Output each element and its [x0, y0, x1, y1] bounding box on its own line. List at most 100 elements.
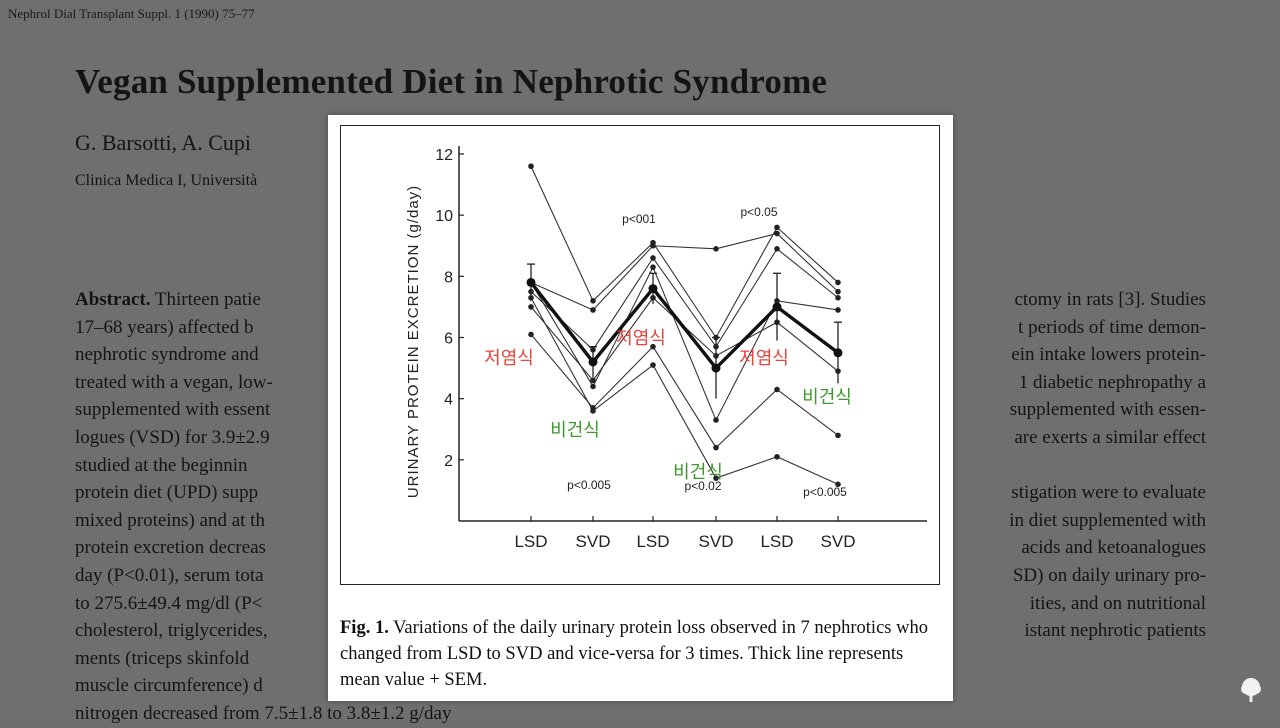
- abstract-left-text: muscle circumference) d: [75, 675, 263, 697]
- mean-point: [772, 302, 782, 312]
- abstract-left-text: cholesterol, triglycerides,: [75, 620, 268, 642]
- abstract-right-column: ctomy in rats [3]. Studies t periods of t…: [1009, 286, 1206, 645]
- abstract-right-line: ities, and on nutritional: [1029, 592, 1206, 614]
- low-protein-annotation: 저염식: [616, 328, 666, 348]
- data-point: [590, 408, 596, 414]
- mean-point: [526, 277, 536, 287]
- abstract-right-line: in diet supplemented with: [1009, 509, 1206, 531]
- abstract-left-line: cholesterol, triglycerides,: [75, 617, 451, 645]
- data-point: [713, 246, 719, 252]
- series-line: [530, 232, 839, 311]
- data-point: [590, 307, 596, 313]
- low-protein-annotation: 저염식: [739, 348, 789, 368]
- abstract-left-line: day (P<0.01), serum tota: [75, 562, 451, 590]
- data-point: [650, 264, 656, 270]
- data-point: [713, 417, 719, 423]
- data-point: [528, 163, 534, 170]
- data-point: [713, 475, 719, 481]
- low-protein-annotation: 저염식: [484, 348, 534, 368]
- data-point: [590, 377, 596, 384]
- mean-point: [833, 348, 843, 358]
- p-value-label: p<001: [622, 212, 656, 226]
- figure-frame: 2 4 6 8 10 12 LSD SVD LSD SVD LSD SVD URINARY PROTEI…: [340, 125, 940, 585]
- abstract-left-text: logues (VSD) for 3.9±2.9: [75, 426, 270, 448]
- abstract-right-line: SD) on daily urinary pro-: [1012, 564, 1206, 586]
- x-tick-label: SVD: [821, 532, 856, 551]
- abstract-right-line: acids and ketoanalogues: [1021, 537, 1206, 559]
- figure-card: 2 4 6 8 10 12 LSD SVD LSD SVD LSD SVD URINARY PROTEI…: [328, 115, 953, 701]
- abstract-left-text: nitrogen decreased from 7.5±1.8 to 3.8±1…: [75, 702, 452, 724]
- data-point: [774, 230, 780, 237]
- abstract-left-text: treated with a vegan, low-: [75, 371, 273, 393]
- data-point: [528, 331, 534, 338]
- abstract-left-text: 17–68 years) affected b: [75, 316, 254, 338]
- abstract-right-line: ctomy in rats [3]. Studies: [1014, 289, 1206, 310]
- abstract-left-text: mixed proteins) and at th: [75, 509, 265, 531]
- series-line: [530, 265, 839, 422]
- p-value-label: p<0.05: [740, 205, 777, 219]
- caption-text: Variations of the daily urinary protein …: [340, 618, 928, 690]
- data-point: [835, 288, 841, 295]
- abstract-left-line: studied at the beginnin: [75, 452, 451, 480]
- paper-authors: G. Barsotti, A. Cupi: [75, 130, 252, 155]
- journal-reference: Nephrol Dial Transplant Suppl. 1 (1990) …: [8, 6, 255, 21]
- x-tick-label: LSD: [760, 532, 793, 551]
- abstract-left-line: nephrotic syndrome and: [75, 341, 451, 369]
- x-tick-label: SVD: [576, 532, 611, 551]
- x-tick-label: LSD: [514, 532, 547, 551]
- caption-label: Fig. 1.: [340, 618, 389, 638]
- abstract-left-line: mixed proteins) and at th: [75, 507, 451, 535]
- data-point: [528, 304, 534, 310]
- y-tick-label: 12: [435, 147, 453, 164]
- abstract-left-line: protein excretion decreas: [75, 534, 451, 562]
- data-point: [835, 432, 841, 439]
- data-point: [835, 307, 841, 313]
- abstract-left-text: supplemented with essent: [75, 399, 271, 421]
- vegan-annotation: 비건식: [802, 387, 852, 407]
- data-point: [650, 362, 656, 368]
- abstract-left-line: treated with a vegan, low-: [75, 369, 451, 397]
- abstract-right-line: [1009, 452, 1206, 480]
- abstract-left-line: muscle circumference) d: [75, 672, 451, 700]
- mean-point: [711, 363, 721, 373]
- abstract-right-line: 1 diabetic nephropathy a: [1018, 371, 1206, 393]
- paper-affiliation: Clinica Medica I, Università: [75, 172, 258, 189]
- y-axis-title: URINARY PROTEIN EXCRETION (g/day): [405, 185, 422, 498]
- x-tick-label: SVD: [699, 532, 734, 551]
- abstract-left-column: Abstract. Thirteen patie 17–68 years) aff…: [75, 286, 451, 728]
- abstract-right-line: ein intake lowers protein-: [1011, 344, 1206, 366]
- data-point: [590, 383, 596, 390]
- abstract-left-text: Thirteen patie: [150, 289, 261, 310]
- data-point: [774, 224, 780, 231]
- p-value-label: p<0.005: [567, 478, 611, 492]
- abstract-left-text: protein diet (UPD) supp: [75, 482, 259, 504]
- y-tick-label: 10: [435, 208, 453, 225]
- y-tick-label: 4: [444, 392, 453, 409]
- mean-point: [588, 357, 598, 367]
- abstract-left-text: protein excretion decreas: [75, 537, 266, 559]
- data-point: [650, 255, 656, 261]
- abstract-left-line: protein diet (UPD) supp: [75, 479, 451, 507]
- data-point: [835, 279, 841, 286]
- abstract-right-line: supplemented with essen-: [1009, 399, 1206, 421]
- abstract-left-text: studied at the beginnin: [75, 454, 248, 476]
- vegan-annotation: 비건식: [550, 420, 600, 440]
- x-tick-label: LSD: [636, 532, 669, 551]
- abstract-left-line: ments (triceps skinfold: [75, 645, 451, 673]
- series-line: [530, 297, 839, 485]
- data-point: [590, 298, 596, 304]
- paper-title: Vegan Supplemented Diet in Nephrotic Syn…: [75, 62, 828, 101]
- data-point: [774, 386, 780, 393]
- series-line: [530, 247, 839, 351]
- abstract-left-text: nephrotic syndrome and: [75, 344, 259, 366]
- abstract-right-line: t periods of time demon-: [1018, 316, 1206, 338]
- data-point: [774, 453, 780, 460]
- series-line: [530, 166, 839, 339]
- y-tick-label: 2: [444, 453, 453, 470]
- abstract-left-text: ments (triceps skinfold: [75, 647, 250, 669]
- mean-point: [648, 284, 658, 294]
- protein-excretion-chart: 2 4 6 8 10 12 LSD SVD LSD SVD LSD SVD URINARY PROTEI…: [405, 146, 927, 551]
- mean-line: [529, 281, 840, 371]
- abstract-left-line: nitrogen decreased from 7.5±1.8 to 3.8±1…: [75, 700, 451, 728]
- data-point: [650, 343, 656, 350]
